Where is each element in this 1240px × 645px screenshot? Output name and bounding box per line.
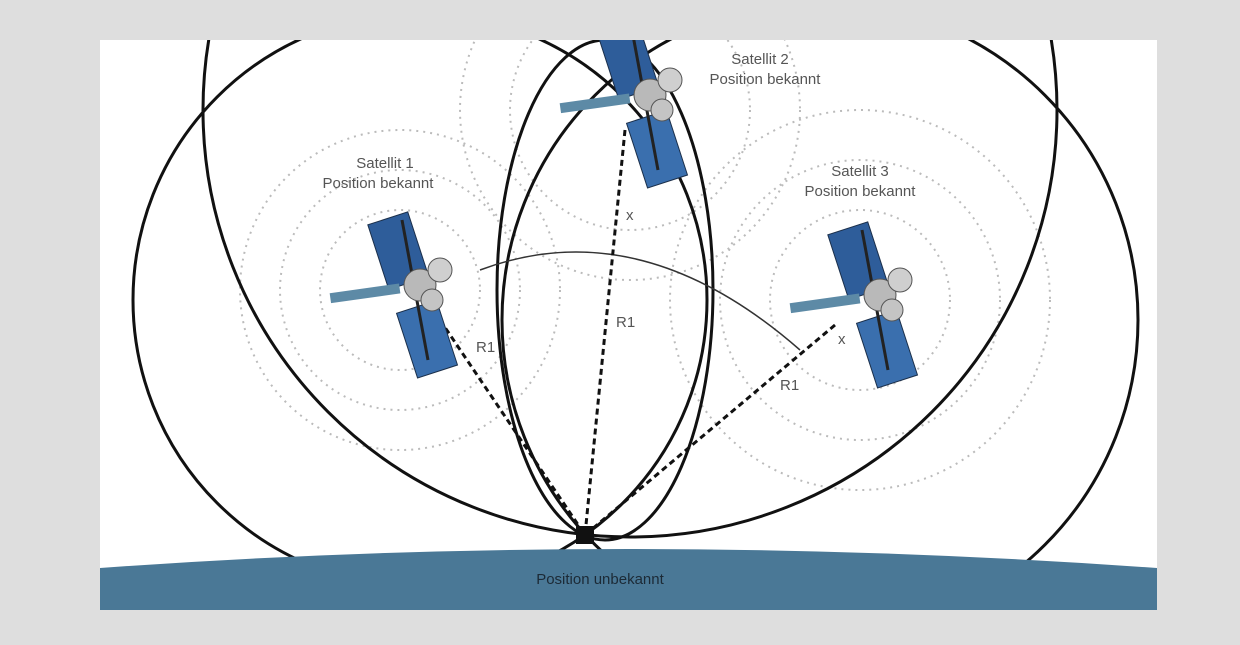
satellite-status: Position bekannt [710, 71, 822, 88]
range-label: R1 [476, 339, 495, 356]
satellite-name: Satellit 3 [831, 163, 889, 180]
ground [100, 549, 1157, 610]
satellite-status: Position bekannt [805, 183, 917, 200]
receiver-point [576, 526, 594, 544]
satellite-name: Satellit 2 [731, 51, 789, 68]
satellite-status: Position bekannt [323, 175, 435, 192]
range-label: R1 [780, 377, 799, 394]
panel [100, 40, 1157, 600]
receiver-label: Position unbekannt [536, 571, 664, 588]
satellite-name: Satellit 1 [356, 155, 414, 172]
marker: x [838, 331, 846, 348]
marker: x [626, 207, 634, 224]
range-label: R1 [616, 314, 635, 331]
range-circles [131, 40, 1140, 600]
